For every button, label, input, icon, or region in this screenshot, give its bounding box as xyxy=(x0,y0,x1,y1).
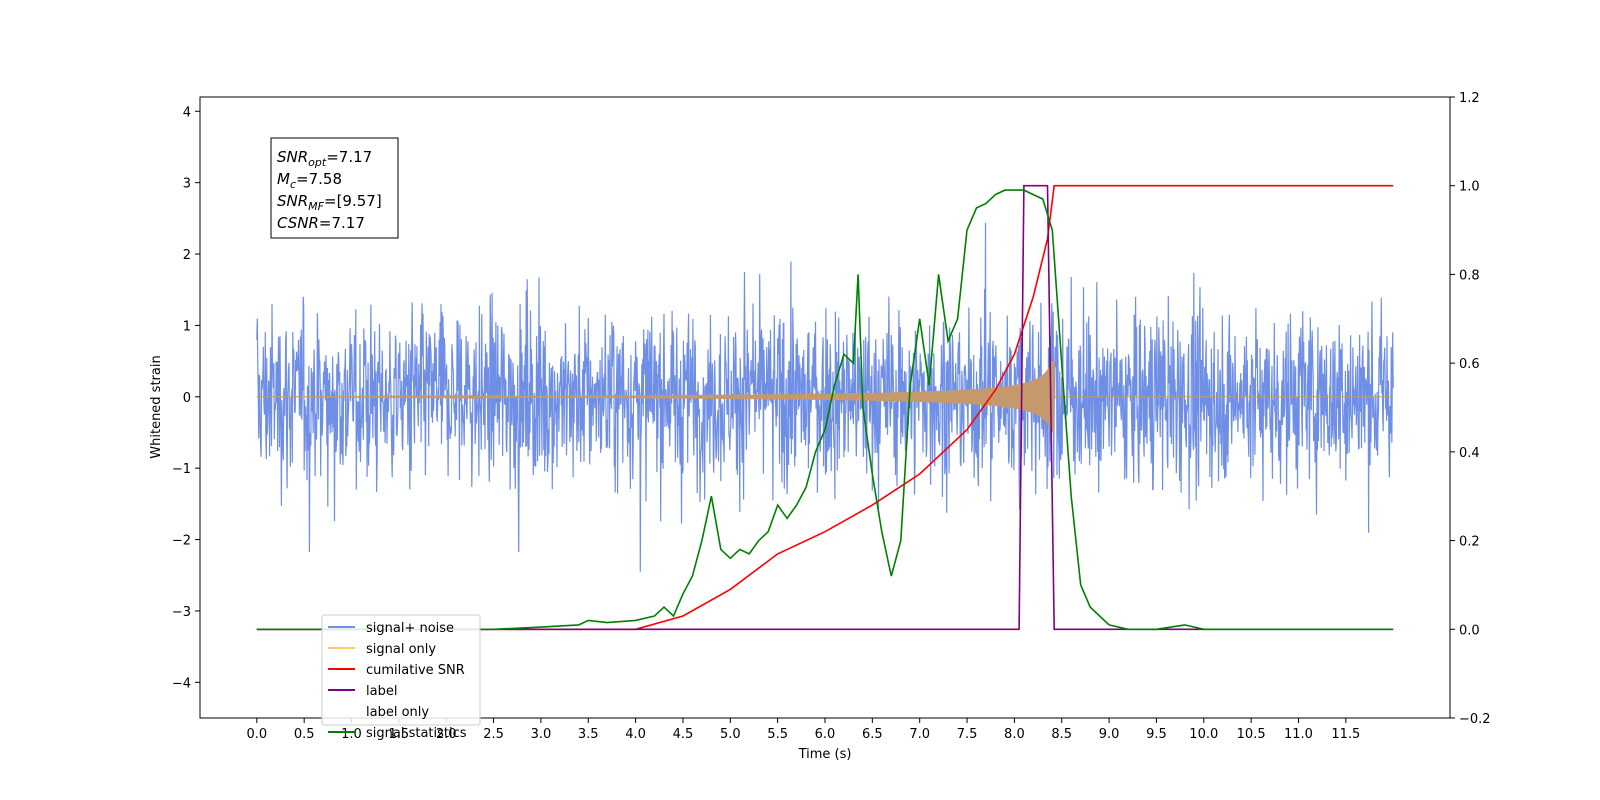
x-tick-label: 2.0 xyxy=(436,727,457,742)
annotation-line: CSNR=7.17 xyxy=(277,214,365,232)
x-tick-label: 5.5 xyxy=(767,727,788,742)
x-tick-label: 8.5 xyxy=(1051,727,1072,742)
x-tick-label: 9.0 xyxy=(1099,727,1120,742)
x-tick-label: 3.0 xyxy=(531,727,552,742)
signal-noise-line xyxy=(256,222,1394,572)
x-tick-label: 0.0 xyxy=(246,727,267,742)
y-tick-label: −2 xyxy=(172,534,191,549)
annotation-frame xyxy=(270,137,399,239)
series-line-cumilative-SNR xyxy=(256,184,1394,631)
x-tick-label: 9.5 xyxy=(1146,727,1167,742)
signal-only-series xyxy=(256,361,1394,433)
y-tick-label: 0 xyxy=(183,391,191,406)
y-tick-label: −3 xyxy=(172,605,191,620)
legend-label: signal only xyxy=(366,642,436,657)
y-tick-label: 4 xyxy=(183,105,191,120)
legend: signal+ noise signal only cumilative SNR la… xyxy=(321,614,481,741)
x-tick-label: 0.5 xyxy=(294,727,315,742)
y-axis-label: Whitened strain xyxy=(149,355,164,458)
x-axis-label: Time (s) xyxy=(798,747,852,762)
x-tick-label: 8.0 xyxy=(1004,727,1025,742)
annotation-line: Mc=7.58 xyxy=(277,170,342,191)
y-tick-label: −1 xyxy=(172,462,191,477)
y-tick-label: −4 xyxy=(172,676,191,691)
x-tick-label: 2.5 xyxy=(483,727,504,742)
legend-label: signal statistics xyxy=(366,726,467,741)
y2-tick-label: 0.6 xyxy=(1459,357,1480,372)
y2-tick-label: 0.4 xyxy=(1459,446,1480,461)
signal-noise-series xyxy=(256,222,1394,572)
right-axis-series xyxy=(256,184,1394,631)
x-tick-label: 1.0 xyxy=(341,727,362,742)
x-tick-label: 3.5 xyxy=(578,727,599,742)
y2-tick-label: 1.2 xyxy=(1459,91,1480,106)
y2-tick-label: 0.0 xyxy=(1459,623,1480,638)
x-tick-label: 6.0 xyxy=(815,727,836,742)
y-tick-label: 1 xyxy=(183,319,191,334)
y2-tick-label: 0.8 xyxy=(1459,268,1480,283)
legend-label: label xyxy=(366,684,397,699)
x-tick-label: 11.0 xyxy=(1284,727,1313,742)
x-tick-label: 5.0 xyxy=(720,727,741,742)
legend-label: cumilative SNR xyxy=(366,663,465,678)
y-axis-ticks: 4 3 2 1 0 −1 −2 −3 −4 xyxy=(172,105,200,691)
x-tick-label: 7.5 xyxy=(957,727,978,742)
y2-tick-label: 1.0 xyxy=(1459,180,1480,195)
signal-only-line xyxy=(256,361,1394,433)
x-tick-label: 11.5 xyxy=(1331,727,1360,742)
x-tick-label: 1.5 xyxy=(389,727,410,742)
legend-frame xyxy=(321,614,481,726)
legend-label: label only xyxy=(366,705,429,720)
y2-axis-ticks: 1.2 1.0 0.8 0.6 0.4 0.2 0.0 −0.2 xyxy=(1450,91,1491,727)
legend-label: signal+ noise xyxy=(366,621,454,636)
series-line-label xyxy=(256,184,1394,631)
annotation-line: SNRopt=7.17 xyxy=(277,148,372,169)
x-tick-label: 10.5 xyxy=(1237,727,1266,742)
x-tick-label: 7.0 xyxy=(909,727,930,742)
y2-tick-label: −0.2 xyxy=(1459,712,1491,727)
x-tick-label: 10.0 xyxy=(1189,727,1218,742)
x-tick-label: 6.5 xyxy=(862,727,883,742)
x-tick-label: 4.5 xyxy=(673,727,694,742)
x-tick-label: 4.0 xyxy=(625,727,646,742)
y2-tick-label: 0.2 xyxy=(1459,535,1480,550)
y-tick-label: 2 xyxy=(183,248,191,263)
x-axis-ticks: 0.0 0.5 1.0 1.5 2.0 2.5 3.0 3.5 4.0 4.5 5.0 5.5 6.0 6… xyxy=(246,718,1360,742)
y-tick-label: 3 xyxy=(183,177,191,192)
series-line-signal-statistics xyxy=(256,189,1394,631)
annotation-line: SNRMF=[9.57] xyxy=(277,192,382,213)
